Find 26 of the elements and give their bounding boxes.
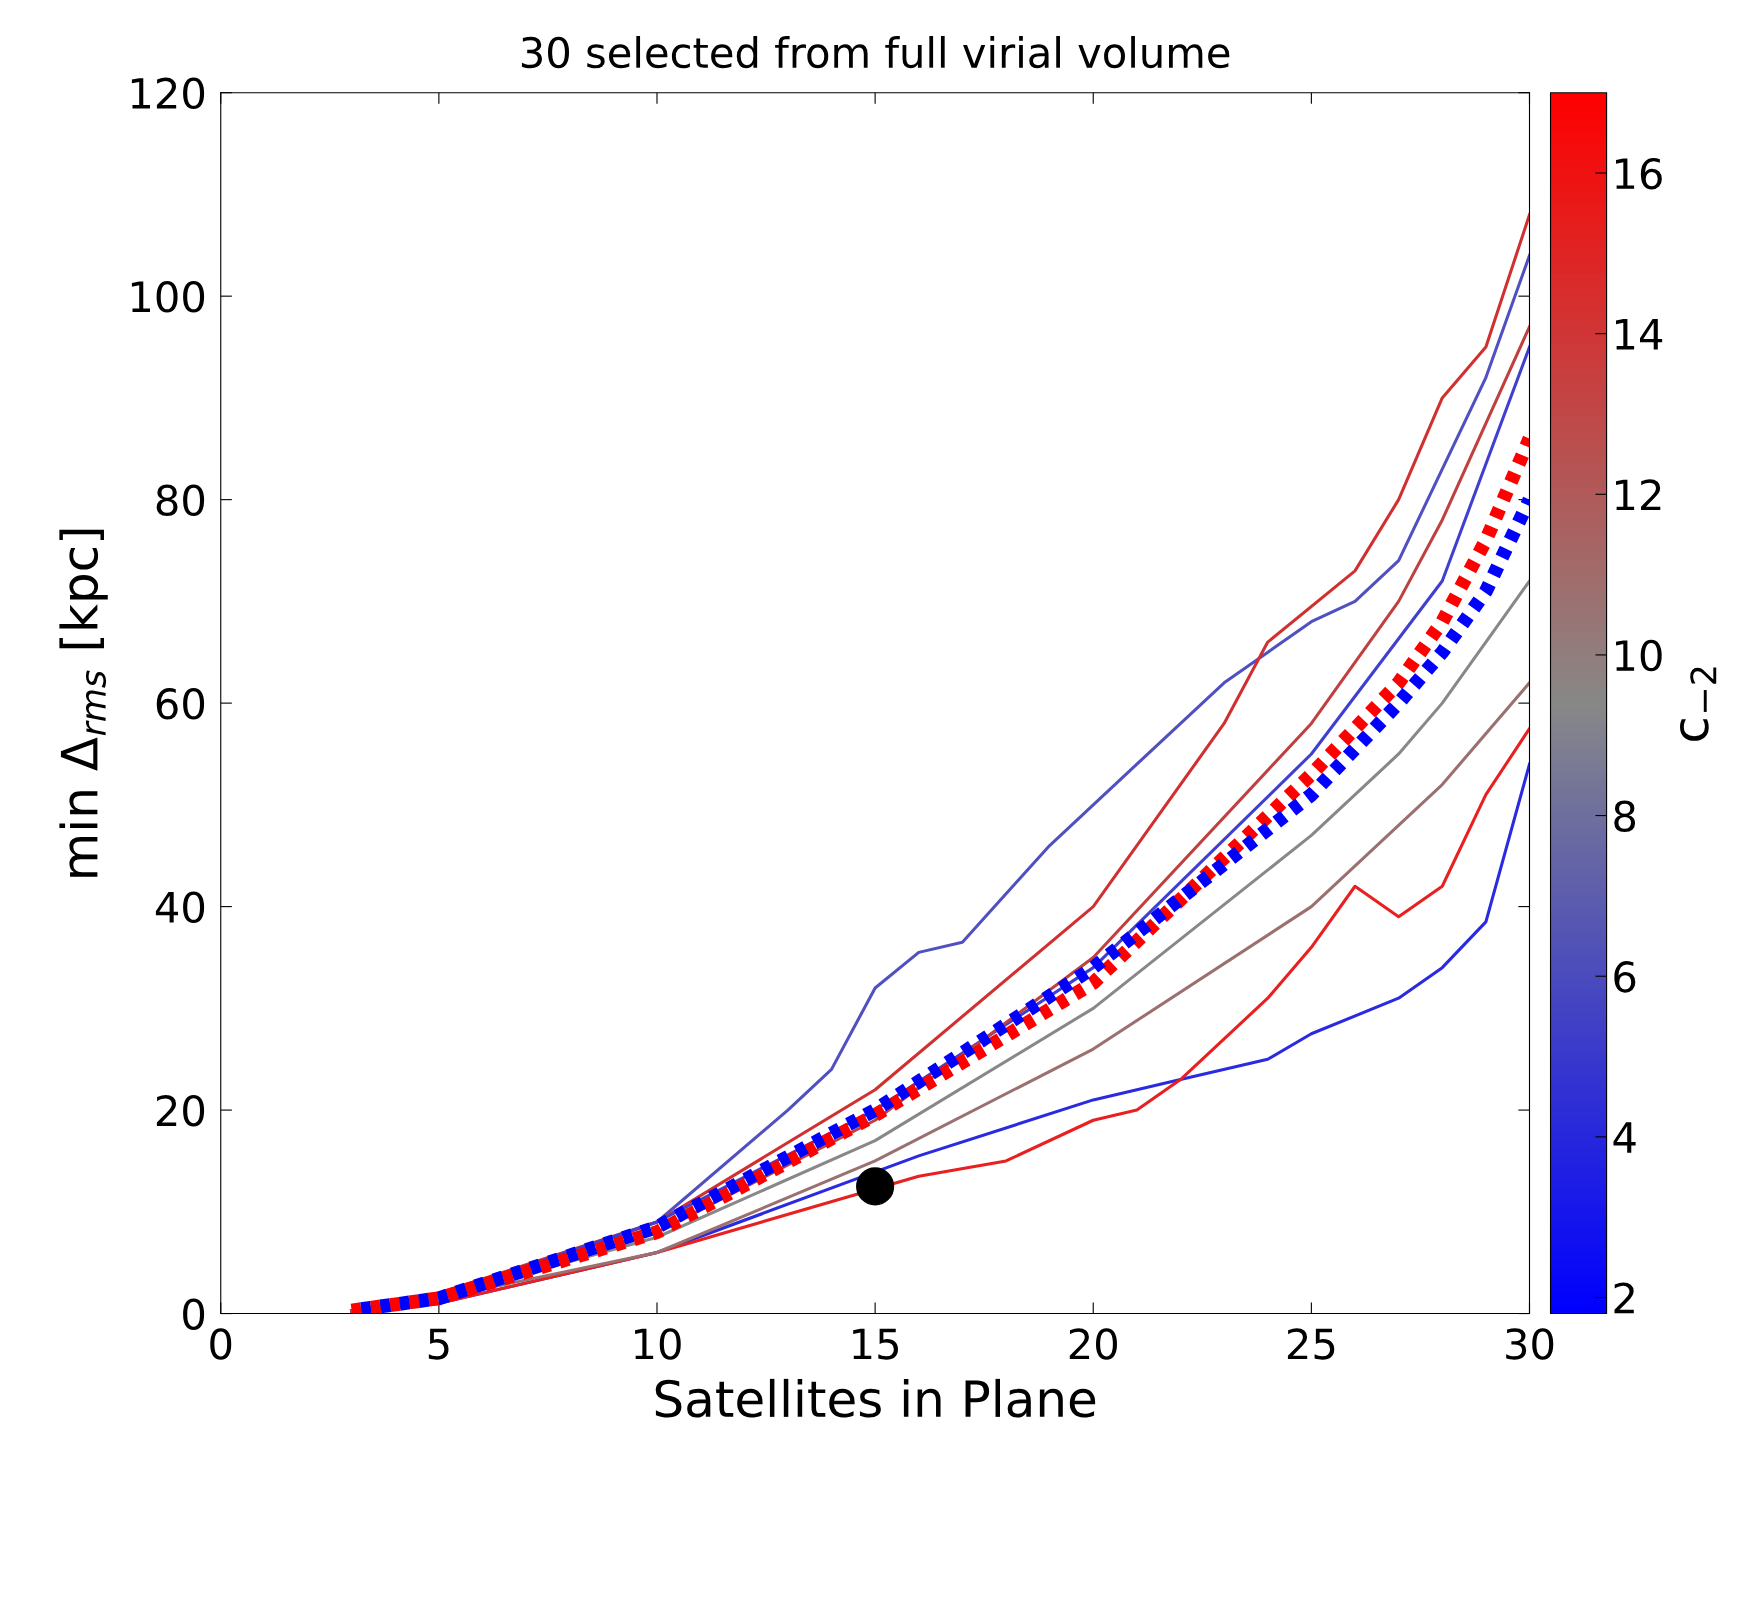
x-tick-label: 25 [1287,1328,1335,1360]
color-bar-label: 14 [1616,319,1663,350]
x-tick-label: 15 [853,1328,898,1360]
color-bar-label: 16 [1616,157,1662,190]
color-bar-label: 10 [1616,639,1662,672]
x-tick-label: 0 [210,1328,232,1360]
y-tick-label: 0 [183,1298,205,1330]
x-axis-title: Satellites in Plane [655,1378,1096,1418]
y-tick-label: 80 [156,484,205,517]
y-tick-label: 40 [155,891,205,924]
y-tick-label: 60 [156,688,205,720]
y-tick-label: 20 [156,1094,205,1127]
chart-title: 30 selected from full virial volume [521,36,1230,69]
color-bar-label: 6 [1614,961,1636,993]
y-tick-label: 120 [131,77,205,110]
color-bar-label: 12 [1616,479,1661,511]
color-bar-label: 8 [1614,800,1636,832]
x-tick-label: 20 [1069,1328,1117,1360]
color-bar-title: c$_{−2}$ [1680,667,1717,741]
x-tick-label: 30 [1506,1328,1554,1360]
color-bar-label: 2 [1614,1282,1634,1314]
y-tick-label: 100 [131,281,205,313]
color-bar-label: 4 [1613,1122,1636,1153]
x-tick-label: 5 [428,1328,449,1360]
x-tick-label: 10 [635,1328,681,1360]
y-axis-title: min Δ$_{rms}$ [kpc] [59,529,108,877]
